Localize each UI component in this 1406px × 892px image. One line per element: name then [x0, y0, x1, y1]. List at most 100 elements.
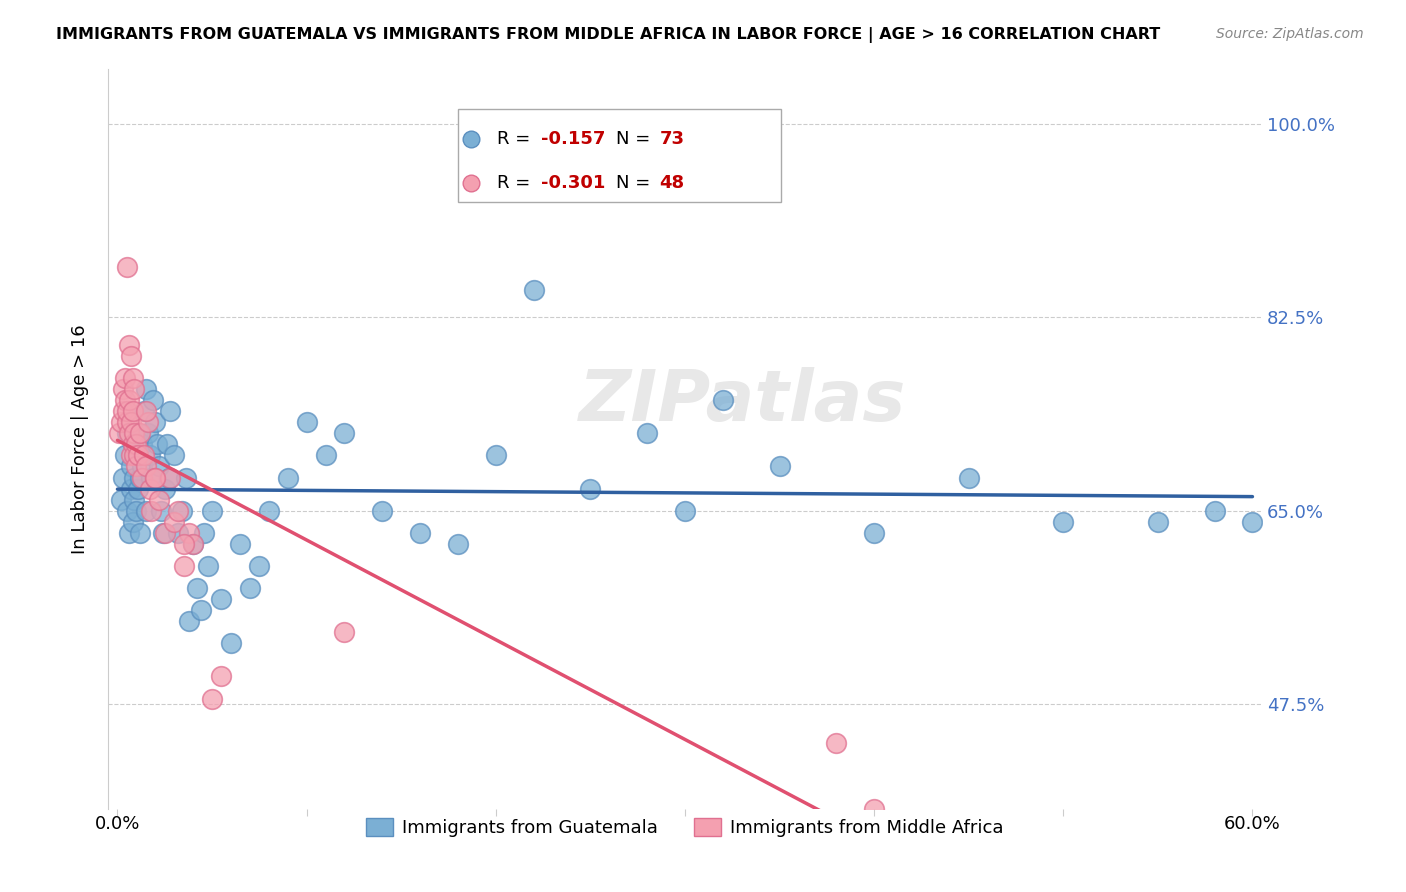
Point: [125, 449, 148, 463]
Point: [1241, 515, 1264, 529]
Point: [141, 504, 163, 518]
Point: [211, 592, 233, 607]
Point: [135, 382, 157, 396]
Point: [863, 802, 886, 816]
Point: [121, 437, 143, 451]
Point: [523, 283, 546, 297]
FancyBboxPatch shape: [457, 109, 780, 202]
Point: [127, 426, 149, 441]
Point: [131, 459, 153, 474]
Point: [135, 459, 157, 474]
Point: [114, 449, 136, 463]
Point: [142, 393, 165, 408]
Point: [371, 504, 394, 518]
Point: [181, 537, 204, 551]
Point: [163, 515, 186, 529]
Point: [143, 470, 166, 484]
Legend: Immigrants from Guatemala, Immigrants from Middle Africa: Immigrants from Guatemala, Immigrants fr…: [359, 811, 1011, 845]
Point: [114, 393, 136, 408]
Point: [138, 449, 160, 463]
Point: [211, 669, 233, 683]
Point: [120, 482, 142, 496]
Point: [114, 371, 136, 385]
Point: [108, 426, 131, 441]
Point: [115, 415, 138, 429]
Point: [179, 614, 201, 628]
Text: -0.157: -0.157: [541, 130, 605, 148]
Point: [197, 558, 219, 573]
Point: [135, 404, 157, 418]
Text: R =: R =: [496, 130, 536, 148]
Point: [132, 449, 155, 463]
Point: [239, 581, 262, 595]
Point: [295, 415, 318, 429]
Point: [1052, 515, 1074, 529]
Point: [136, 426, 159, 441]
Point: [129, 470, 152, 484]
Point: [115, 260, 138, 275]
Point: [1147, 515, 1170, 529]
Point: [447, 537, 470, 551]
Point: [229, 537, 252, 551]
Point: [120, 415, 142, 429]
Point: [115, 426, 138, 441]
Point: [127, 449, 149, 463]
Point: [146, 437, 169, 451]
Point: [170, 504, 193, 518]
Point: [153, 482, 176, 496]
Point: [173, 558, 195, 573]
Point: [135, 504, 157, 518]
Point: [124, 470, 146, 484]
Point: [673, 504, 696, 518]
Point: [149, 504, 172, 518]
Point: [118, 393, 141, 408]
Text: 73: 73: [659, 130, 685, 148]
Point: [121, 437, 143, 451]
Point: [863, 525, 886, 540]
Text: N =: N =: [616, 130, 655, 148]
Point: [163, 449, 186, 463]
Point: [179, 525, 201, 540]
Text: 0.0%: 0.0%: [94, 814, 141, 832]
Point: [120, 449, 142, 463]
Point: [186, 581, 208, 595]
Point: [153, 525, 176, 540]
Point: [115, 504, 138, 518]
Point: [167, 525, 190, 540]
Point: [124, 382, 146, 396]
Point: [193, 525, 215, 540]
Y-axis label: In Labor Force | Age > 16: In Labor Force | Age > 16: [72, 324, 89, 554]
Point: [201, 691, 224, 706]
Point: [277, 470, 299, 484]
Point: [201, 504, 224, 518]
Point: [115, 404, 138, 418]
Point: [121, 515, 143, 529]
Text: IMMIGRANTS FROM GUATEMALA VS IMMIGRANTS FROM MIDDLE AFRICA IN LABOR FORCE | AGE : IMMIGRANTS FROM GUATEMALA VS IMMIGRANTS …: [56, 27, 1160, 43]
Point: [636, 426, 658, 441]
Text: 60.0%: 60.0%: [1225, 814, 1281, 832]
Point: [247, 558, 270, 573]
Point: [112, 470, 135, 484]
Point: [132, 404, 155, 418]
Point: [124, 449, 146, 463]
Point: [219, 636, 242, 650]
Point: [141, 470, 163, 484]
Point: [152, 525, 174, 540]
Text: Source: ZipAtlas.com: Source: ZipAtlas.com: [1216, 27, 1364, 41]
Point: [118, 525, 141, 540]
Point: [121, 404, 143, 418]
Point: [409, 525, 432, 540]
Point: [129, 426, 152, 441]
Point: [315, 449, 337, 463]
Point: [333, 426, 356, 441]
Point: [333, 625, 356, 640]
Text: N =: N =: [616, 174, 655, 193]
Point: [124, 492, 146, 507]
Point: [138, 482, 160, 496]
Point: [110, 415, 132, 429]
Point: [257, 504, 280, 518]
Point: [118, 426, 141, 441]
Point: [118, 338, 141, 352]
Text: ZIPatlas: ZIPatlas: [579, 368, 907, 436]
Text: 48: 48: [659, 174, 685, 193]
